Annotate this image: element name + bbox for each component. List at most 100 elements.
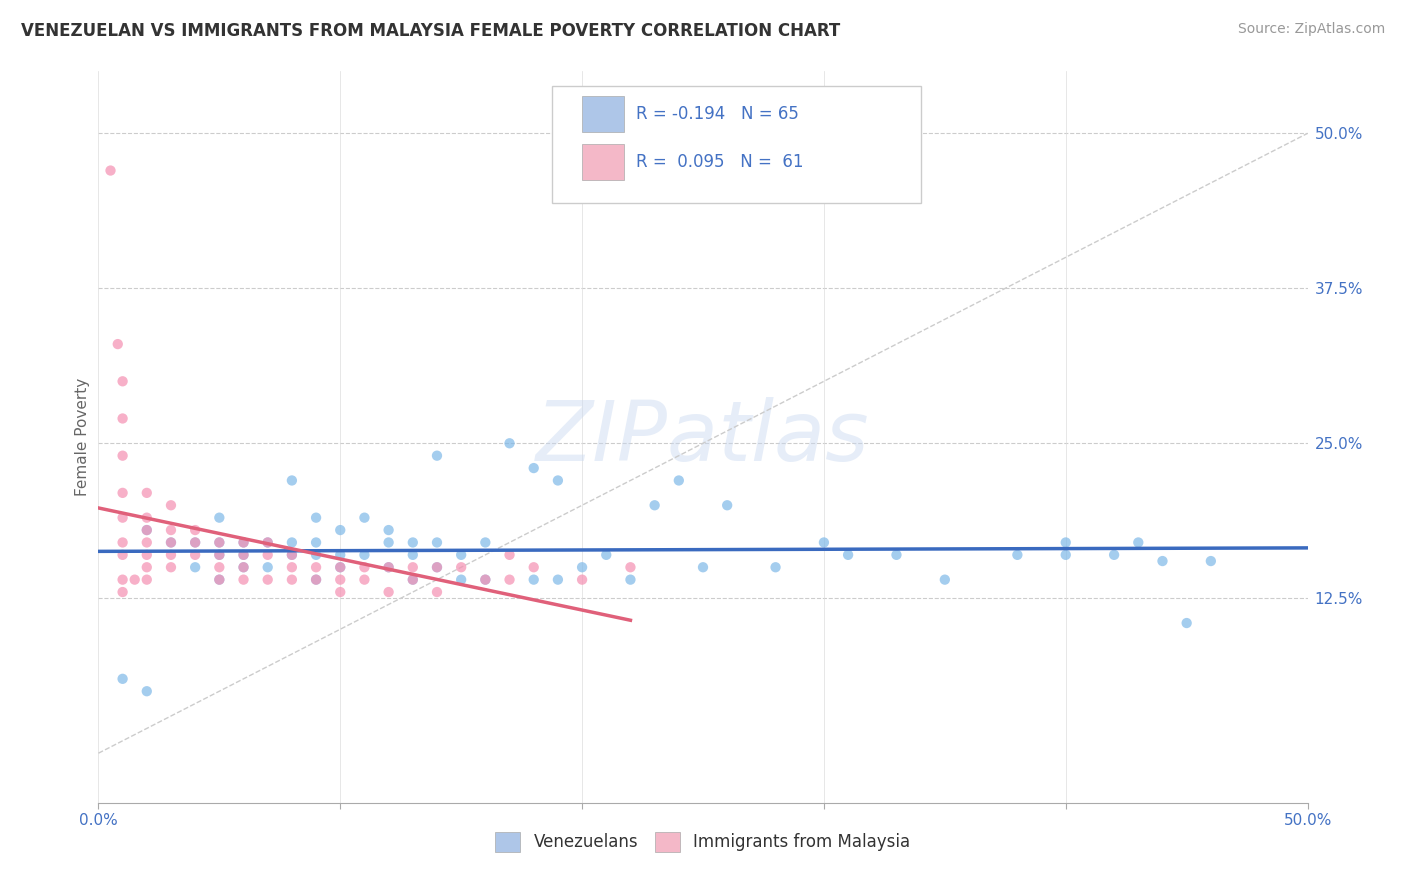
Text: Source: ZipAtlas.com: Source: ZipAtlas.com bbox=[1237, 22, 1385, 37]
Point bbox=[232, 535, 254, 549]
Point bbox=[353, 510, 375, 524]
Point bbox=[1054, 548, 1077, 562]
Point bbox=[111, 510, 134, 524]
Point bbox=[813, 535, 835, 549]
Point bbox=[474, 573, 496, 587]
Point bbox=[256, 548, 278, 562]
Point bbox=[111, 449, 134, 463]
Point bbox=[474, 573, 496, 587]
Point bbox=[668, 474, 690, 488]
Point bbox=[934, 573, 956, 587]
Point bbox=[232, 573, 254, 587]
Point bbox=[184, 523, 207, 537]
Point bbox=[232, 548, 254, 562]
Point bbox=[523, 560, 546, 574]
Point bbox=[402, 573, 425, 587]
Point bbox=[100, 163, 122, 178]
Point bbox=[160, 535, 183, 549]
Point bbox=[619, 573, 641, 587]
Point bbox=[571, 573, 593, 587]
Point bbox=[329, 523, 352, 537]
Point bbox=[281, 548, 304, 562]
Point bbox=[160, 535, 183, 549]
Text: ZIPatlas: ZIPatlas bbox=[536, 397, 870, 477]
Point bbox=[1054, 535, 1077, 549]
Text: VENEZUELAN VS IMMIGRANTS FROM MALAYSIA FEMALE POVERTY CORRELATION CHART: VENEZUELAN VS IMMIGRANTS FROM MALAYSIA F… bbox=[21, 22, 841, 40]
Point bbox=[111, 411, 134, 425]
Point bbox=[837, 548, 859, 562]
Point bbox=[498, 436, 520, 450]
Point bbox=[305, 573, 328, 587]
Point bbox=[111, 535, 134, 549]
Point bbox=[305, 573, 328, 587]
Point bbox=[353, 548, 375, 562]
Point bbox=[281, 560, 304, 574]
Point bbox=[208, 548, 231, 562]
Point bbox=[256, 535, 278, 549]
Point bbox=[426, 560, 449, 574]
Point bbox=[111, 486, 134, 500]
Point bbox=[208, 560, 231, 574]
Point bbox=[353, 560, 375, 574]
Point bbox=[124, 573, 146, 587]
Point bbox=[450, 560, 472, 574]
Point bbox=[111, 548, 134, 562]
Point bbox=[886, 548, 908, 562]
Point bbox=[402, 548, 425, 562]
Point bbox=[595, 548, 617, 562]
Point bbox=[765, 560, 787, 574]
FancyBboxPatch shape bbox=[551, 86, 921, 203]
Point bbox=[184, 535, 207, 549]
Point bbox=[377, 560, 399, 574]
Point bbox=[107, 337, 129, 351]
FancyBboxPatch shape bbox=[582, 144, 624, 180]
Point bbox=[111, 672, 134, 686]
Point bbox=[281, 474, 304, 488]
Point bbox=[111, 573, 134, 587]
Point bbox=[135, 486, 157, 500]
Point bbox=[135, 523, 157, 537]
FancyBboxPatch shape bbox=[582, 95, 624, 132]
Point bbox=[329, 573, 352, 587]
Point bbox=[377, 535, 399, 549]
Point bbox=[135, 573, 157, 587]
Point bbox=[426, 449, 449, 463]
Point bbox=[184, 548, 207, 562]
Point bbox=[619, 560, 641, 574]
Point bbox=[1175, 615, 1198, 630]
Y-axis label: Female Poverty: Female Poverty bbox=[75, 378, 90, 496]
Point bbox=[111, 374, 134, 388]
Point bbox=[474, 535, 496, 549]
Point bbox=[160, 548, 183, 562]
Point bbox=[111, 585, 134, 599]
Point bbox=[208, 573, 231, 587]
Point bbox=[281, 548, 304, 562]
Point bbox=[498, 548, 520, 562]
Point bbox=[426, 585, 449, 599]
Point bbox=[402, 573, 425, 587]
Point bbox=[547, 573, 569, 587]
Point bbox=[1128, 535, 1150, 549]
Text: R =  0.095   N =  61: R = 0.095 N = 61 bbox=[637, 153, 804, 171]
Point bbox=[402, 535, 425, 549]
Point bbox=[160, 523, 183, 537]
Point bbox=[1102, 548, 1125, 562]
Point bbox=[184, 535, 207, 549]
Point bbox=[135, 510, 157, 524]
Point bbox=[135, 523, 157, 537]
Point bbox=[329, 560, 352, 574]
Point bbox=[208, 548, 231, 562]
Point bbox=[208, 535, 231, 549]
Point bbox=[256, 560, 278, 574]
Point bbox=[402, 560, 425, 574]
Point bbox=[135, 684, 157, 698]
Point bbox=[232, 560, 254, 574]
Point bbox=[232, 535, 254, 549]
Point bbox=[329, 560, 352, 574]
Point bbox=[692, 560, 714, 574]
Point bbox=[523, 461, 546, 475]
Point bbox=[1007, 548, 1029, 562]
Point bbox=[305, 548, 328, 562]
Point bbox=[305, 510, 328, 524]
Point bbox=[547, 474, 569, 488]
